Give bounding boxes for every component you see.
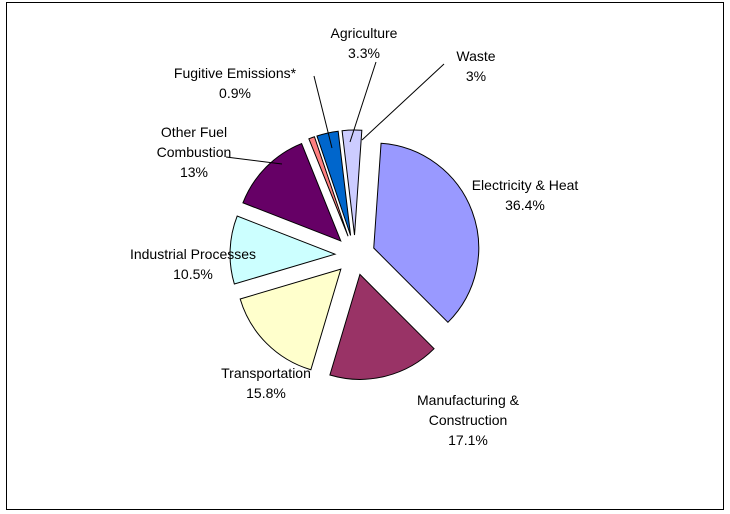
leader-line	[313, 75, 333, 149]
chart-area	[6, 2, 724, 510]
pie-slice-electricity-heat	[373, 142, 480, 324]
pie-slice-other-fuel-combustion	[242, 142, 342, 242]
slice-label: Other Fuel Combustion 13%	[157, 124, 232, 180]
leader-line	[349, 61, 377, 143]
slice-label: Transportation 15.8%	[221, 365, 311, 401]
pie-slice-industrial-processes	[229, 215, 337, 285]
slice-label: Fugitive Emissions* 0.9%	[174, 65, 297, 101]
pie-slice-fugitive-emissions	[308, 136, 349, 237]
leader-line	[225, 156, 283, 165]
pie-slice-manufacturing-construction	[329, 273, 435, 380]
pie-slice-agriculture	[316, 130, 352, 236]
leader-line	[361, 63, 445, 141]
slice-label: Agriculture 3.3%	[331, 25, 398, 61]
pie-slice-transportation	[239, 268, 342, 371]
slice-label: Industrial Processes 10.5%	[130, 246, 256, 282]
slice-label: Manufacturing & Construction 17.1%	[417, 392, 520, 448]
pie-slice-waste	[341, 129, 363, 236]
slice-label: Waste 3%	[456, 48, 495, 84]
slice-label: Electricity & Heat 36.4%	[472, 177, 579, 213]
